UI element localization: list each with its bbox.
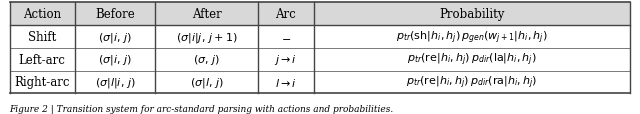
Text: Right-arc: Right-arc: [15, 76, 70, 89]
Text: Shift: Shift: [28, 31, 56, 44]
Text: Arc: Arc: [275, 8, 296, 21]
Text: $j \rightarrow i$: $j \rightarrow i$: [275, 53, 298, 67]
Text: Probability: Probability: [440, 8, 505, 21]
Text: $(\sigma|i,\, j)$: $(\sigma|i,\, j)$: [98, 30, 132, 44]
Text: $(\sigma|i,\, j)$: $(\sigma|i,\, j)$: [98, 53, 132, 67]
Text: Before: Before: [95, 8, 135, 21]
Text: $(\sigma,\, j)$: $(\sigma,\, j)$: [193, 53, 220, 67]
Text: Figure 2 | Transition system for arc-standard parsing with actions and probabili: Figure 2 | Transition system for arc-sta…: [10, 104, 394, 113]
Text: $p_{tr}(\mathrm{re}|h_i, h_j)\,p_{dir}(\mathrm{ra}|h_i, h_j)$: $p_{tr}(\mathrm{re}|h_i, h_j)\,p_{dir}(\…: [406, 74, 538, 90]
Text: $l \rightarrow i$: $l \rightarrow i$: [275, 76, 297, 88]
Text: $p_{tr}(\mathrm{re}|h_i, h_j)\,p_{dir}(\mathrm{la}|h_i, h_j)$: $p_{tr}(\mathrm{re}|h_i, h_j)\,p_{dir}(\…: [407, 52, 537, 68]
Text: Action: Action: [23, 8, 61, 21]
Text: Left-arc: Left-arc: [19, 53, 66, 66]
Text: $(\sigma|l,\, j)$: $(\sigma|l,\, j)$: [189, 75, 224, 89]
Text: $-$: $-$: [281, 32, 291, 42]
Bar: [10, 3, 630, 26]
Text: $(\sigma|l|i,\, j)$: $(\sigma|l|i,\, j)$: [95, 75, 136, 89]
Text: $p_{tr}(\mathrm{sh}|h_i, h_j)\,p_{gen}(w_{j+1}|h_i, h_j)$: $p_{tr}(\mathrm{sh}|h_i, h_j)\,p_{gen}(w…: [396, 29, 548, 45]
Text: $(\sigma|i|j,\, j+1)$: $(\sigma|i|j,\, j+1)$: [176, 30, 237, 44]
Text: After: After: [192, 8, 221, 21]
